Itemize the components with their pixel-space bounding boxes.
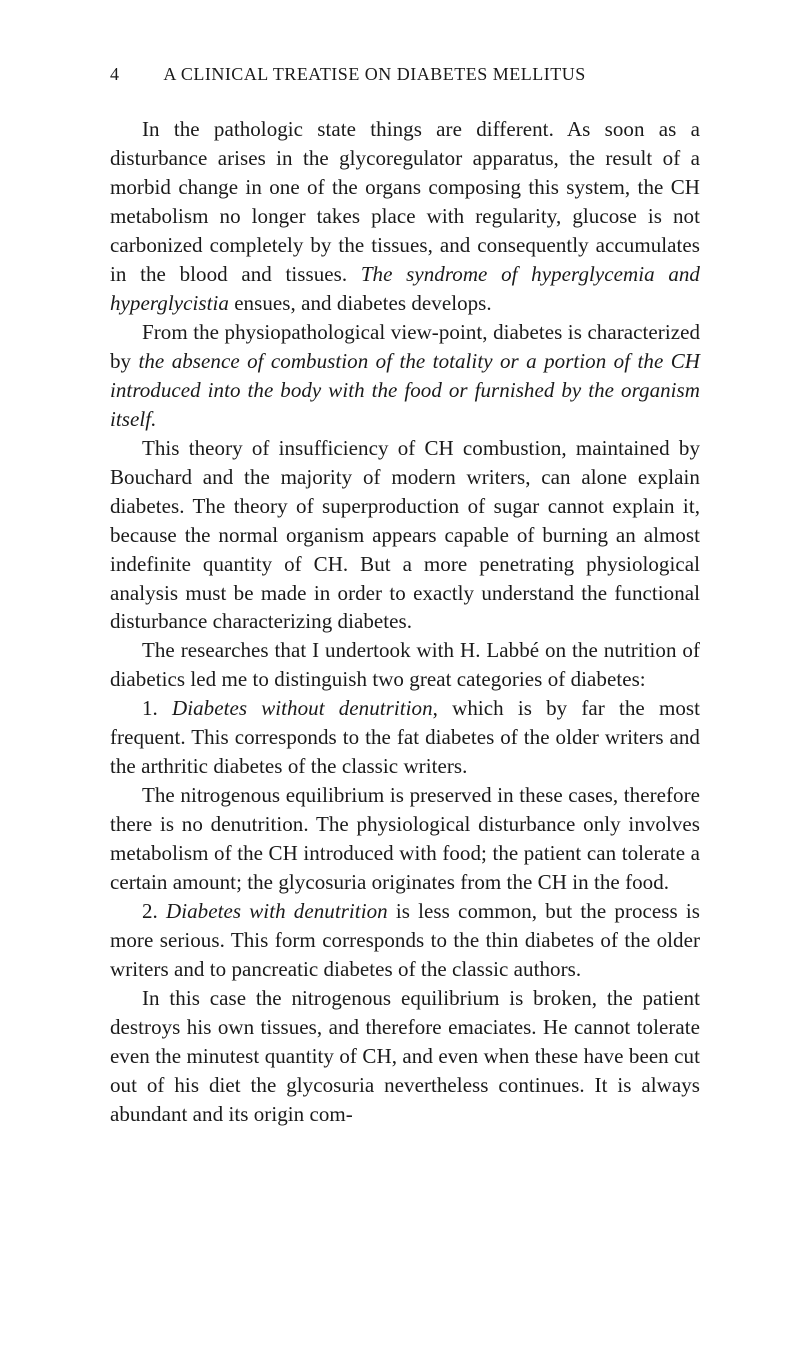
running-title: A CLINICAL TREATISE ON DIABETES MELLITUS: [163, 64, 585, 85]
paragraph: In the pathologic state things are diffe…: [110, 115, 700, 318]
text-run: In the pathologic state things are diffe…: [110, 117, 700, 286]
text-run: 2.: [142, 899, 166, 923]
paragraph: The nitrogenous equilibrium is preserved…: [110, 781, 700, 897]
text-run: The researches that I undertook with H. …: [110, 638, 700, 691]
page-number: 4: [110, 64, 119, 85]
running-head: 4 A CLINICAL TREATISE ON DIABETES MELLIT…: [110, 64, 700, 85]
italic-run: Diabetes without denutrition: [172, 696, 433, 720]
page-block: 4 A CLINICAL TREATISE ON DIABETES MELLIT…: [110, 64, 700, 1129]
paragraph: 1. Diabetes without denutrition, which i…: [110, 694, 700, 781]
text-run: 1.: [142, 696, 172, 720]
text-run: In this case the nitrogenous equilibrium…: [110, 986, 700, 1126]
paragraph: From the physiopathological view-point, …: [110, 318, 700, 434]
text-run: ensues, and diabetes develops.: [229, 291, 492, 315]
body-text: In the pathologic state things are diffe…: [110, 115, 700, 1129]
paragraph: In this case the nitrogenous equilibrium…: [110, 984, 700, 1129]
paragraph: 2. Diabetes with denutrition is less com…: [110, 897, 700, 984]
text-run: The nitrogenous equilibrium is preserved…: [110, 783, 700, 894]
italic-run: the absence of combustion of the totalit…: [110, 349, 700, 431]
italic-run: Diabetes with denutrition: [166, 899, 388, 923]
paragraph: The researches that I undertook with H. …: [110, 636, 700, 694]
paragraph: This theory of insufficiency of CH combu…: [110, 434, 700, 637]
text-run: This theory of insufficiency of CH combu…: [110, 436, 700, 634]
